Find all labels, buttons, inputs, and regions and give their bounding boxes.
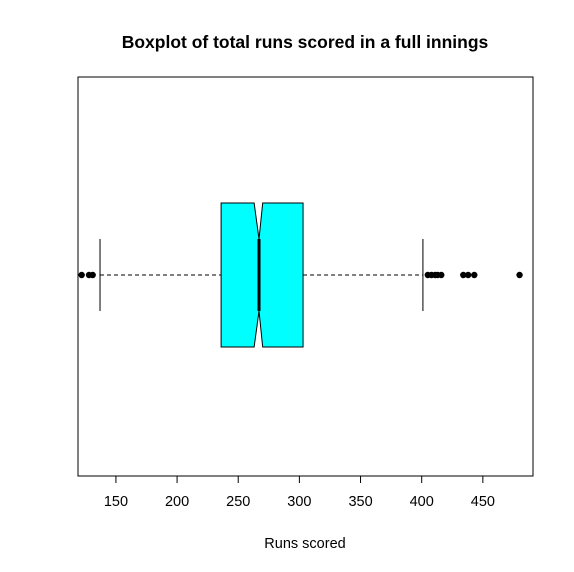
outlier-point [89,271,96,279]
outlier-point [460,271,467,279]
outlier-points [78,271,523,279]
outlier-point [438,271,445,279]
x-tick-label: 250 [226,494,250,510]
x-axis: 150 200 250 300 350 400 450 [104,475,495,510]
x-tick-label: 200 [165,494,189,510]
x-axis-label: Runs scored [264,536,345,552]
x-tick-label: 350 [348,494,372,510]
x-tick-label: 150 [104,494,128,510]
outlier-point [78,271,85,279]
x-tick-label: 300 [287,494,311,510]
chart-title: Boxplot of total runs scored in a full i… [122,32,489,52]
outlier-point [516,271,523,279]
x-tick-label: 400 [410,494,434,510]
x-tick-label: 450 [471,494,495,510]
outlier-point [471,271,478,279]
notched-box [220,202,304,348]
outlier-point [464,271,472,279]
boxplot [99,202,424,348]
